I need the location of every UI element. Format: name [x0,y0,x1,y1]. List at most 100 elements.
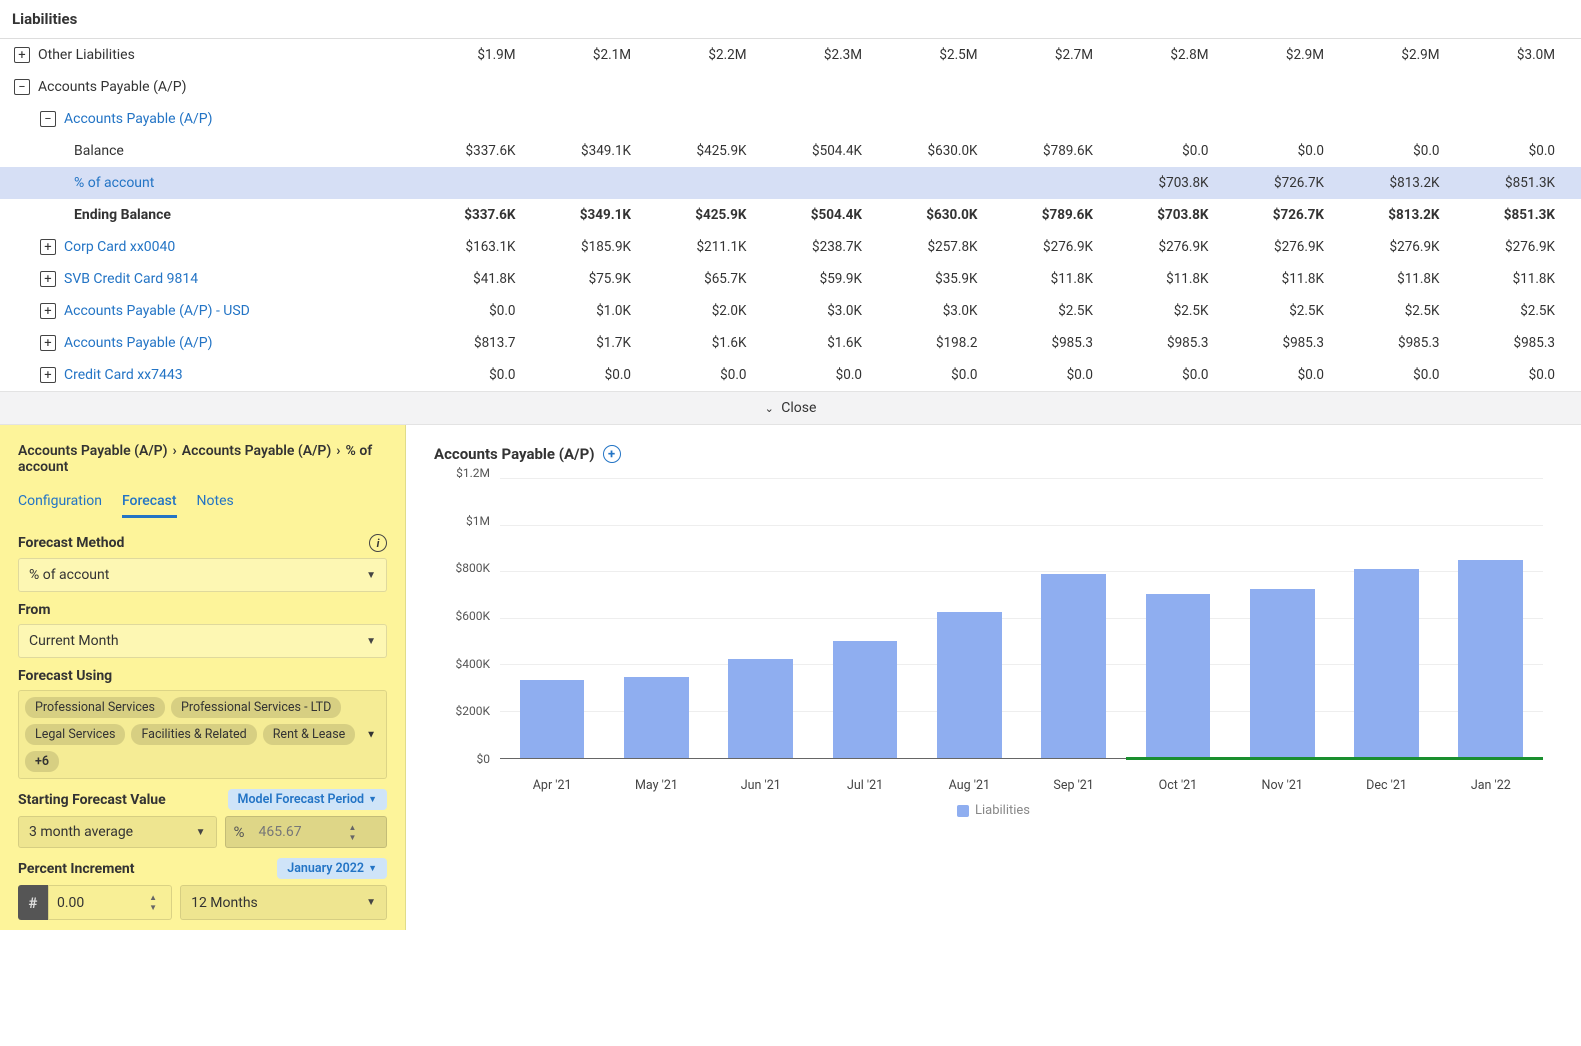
row-label[interactable]: SVB Credit Card 9814 [62,271,198,287]
y-axis-label: $1.2M [456,466,490,480]
from-select[interactable]: Current Month ▼ [18,624,387,658]
cell: $11.8K [1458,271,1574,287]
cell: $163.1K [418,239,534,255]
row-label[interactable]: Accounts Payable (A/P) [62,335,212,351]
cell: $185.9K [534,239,650,255]
cell: $276.9K [1227,239,1343,255]
cell: $789.6K [996,207,1112,223]
breadcrumb-item[interactable]: Accounts Payable (A/P) [182,443,332,459]
chart-panel: Accounts Payable (A/P) + $1.2M$1M$800K$6… [406,425,1581,930]
plus-circle-icon[interactable]: + [603,445,621,463]
tab-forecast[interactable]: Forecast [122,493,177,518]
caret-down-icon: ▼ [368,794,377,805]
tag[interactable]: Legal Services [25,724,125,745]
row-label: Balance [72,143,124,159]
cell: $0.0 [1227,367,1343,383]
tab-config[interactable]: Configuration [18,493,102,518]
expand-icon[interactable]: + [14,47,30,63]
x-axis-label: May '21 [604,764,708,793]
x-axis-label: Aug '21 [917,764,1021,793]
cell: $0.0 [649,367,765,383]
model-forecast-period-pill[interactable]: Model Forecast Period ▼ [228,789,387,810]
duration-dropdown[interactable]: 12 Months ▼ [180,885,387,920]
cell: $2.9M [1227,47,1343,63]
percent-input[interactable]: % 465.67 ▲▼ [225,816,387,848]
chart-bar[interactable] [1354,569,1419,758]
tag[interactable]: Rent & Lease [263,724,356,745]
expand-icon[interactable]: + [40,335,56,351]
expand-icon[interactable]: + [40,239,56,255]
row-label[interactable]: Corp Card xx0040 [62,239,175,255]
tag[interactable]: Facilities & Related [131,724,256,745]
cell: $0.0 [534,367,650,383]
chart-bar[interactable] [728,659,793,758]
january-2022-pill[interactable]: January 2022 ▼ [277,858,387,879]
cell: $813.7 [418,335,534,351]
row-label[interactable]: Accounts Payable (A/P) - USD [62,303,250,319]
y-axis-label: $800K [455,561,490,575]
expand-icon[interactable]: + [40,303,56,319]
table-row: +SVB Credit Card 9814$41.8K$75.9K$65.7K$… [0,263,1581,295]
cell: $813.2K [1342,175,1458,191]
chart-bar[interactable] [1458,560,1523,758]
chart-bar[interactable] [1250,589,1315,758]
cell: $2.8M [1111,47,1227,63]
row-label[interactable]: % of account [72,175,154,191]
cell: $2.5K [996,303,1112,319]
forecast-line [1126,757,1543,760]
tag[interactable]: Professional Services - LTD [171,697,341,718]
table-row: +Accounts Payable (A/P) - USD$0.0$1.0K$2… [0,295,1581,327]
chart-title: Accounts Payable (A/P) [434,445,595,463]
chart-bar[interactable] [520,680,585,758]
chevron-right-icon: › [173,443,177,459]
cell: $337.6K [418,207,534,223]
collapse-icon[interactable]: − [40,111,56,127]
cell: $337.6K [418,143,534,159]
cell: $851.3K [1458,175,1574,191]
cell: $425.9K [649,143,765,159]
starting-value-dropdown[interactable]: 3 month average ▼ [18,816,217,848]
tag-more[interactable]: +6 [25,751,59,772]
x-axis-label: Nov '21 [1230,764,1334,793]
stepper[interactable]: ▲▼ [143,893,163,912]
chevron-right-icon: › [336,443,340,459]
chart-bar[interactable] [937,612,1002,758]
increment-number-input[interactable]: 0.00 ▲▼ [48,885,172,920]
cell: $0.0 [1458,367,1574,383]
cell: $238.7K [765,239,881,255]
cell: $0.0 [880,367,996,383]
row-label[interactable]: Accounts Payable (A/P) [62,111,212,127]
breadcrumb-item[interactable]: Accounts Payable (A/P) [18,443,168,459]
cell: $0.0 [1227,143,1343,159]
expand-icon[interactable]: + [40,367,56,383]
cell: $35.9K [880,271,996,287]
x-axis-label: Sep '21 [1021,764,1125,793]
cell [996,175,1112,191]
cell: $3.0M [1458,47,1574,63]
info-icon[interactable]: i [369,534,387,552]
cell: $703.8K [1111,207,1227,223]
stepper[interactable]: ▲▼ [343,823,363,842]
tag[interactable]: Professional Services [25,697,165,718]
chart-bar[interactable] [1146,594,1211,758]
cell [649,175,765,191]
cell: $813.2K [1342,207,1458,223]
collapse-icon[interactable]: − [14,79,30,95]
expand-icon[interactable]: + [40,271,56,287]
x-axis-label: Dec '21 [1334,764,1438,793]
cell: $11.8K [1342,271,1458,287]
forecast-using-select[interactable]: Professional Services Professional Servic… [18,690,387,779]
tab-notes[interactable]: Notes [197,493,234,518]
chart-bar[interactable] [624,677,689,758]
row-label: Other Liabilities [36,47,135,63]
close-button[interactable]: ⌄ Close [0,391,1581,425]
row-label: Ending Balance [72,207,171,223]
cell: $726.7K [1227,207,1343,223]
chart-bar[interactable] [1041,574,1106,758]
row-label[interactable]: Credit Card xx7443 [62,367,183,383]
legend-swatch [957,805,969,817]
config-panel: Accounts Payable (A/P)›Accounts Payable … [0,425,406,930]
chart-bar[interactable] [833,641,898,758]
forecast-method-select[interactable]: % of account ▼ [18,558,387,592]
cell: $3.0K [765,303,881,319]
